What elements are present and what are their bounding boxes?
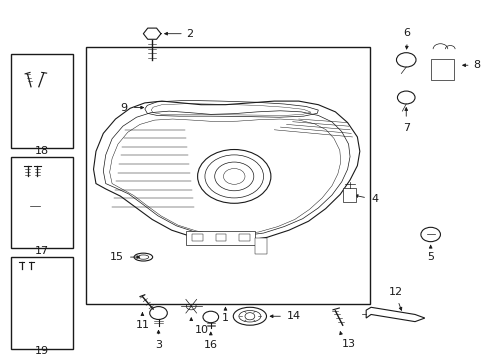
Text: 2: 2 — [186, 29, 194, 39]
Bar — [431, 59, 454, 80]
Text: 7: 7 — [403, 123, 410, 133]
Bar — [18, 269, 41, 293]
Bar — [30, 275, 37, 284]
Bar — [11, 157, 73, 248]
Bar — [41, 283, 53, 291]
Text: 12: 12 — [389, 287, 403, 297]
Bar — [31, 96, 38, 100]
Bar — [239, 234, 250, 241]
Bar — [86, 47, 369, 304]
Text: 10: 10 — [195, 325, 209, 335]
Bar — [192, 234, 203, 241]
Bar — [186, 231, 255, 244]
Bar — [216, 234, 226, 241]
Text: 19: 19 — [35, 346, 49, 356]
Bar — [11, 54, 73, 148]
Text: 6: 6 — [404, 28, 411, 38]
Text: 4: 4 — [371, 194, 378, 204]
Text: 9: 9 — [121, 103, 128, 113]
Text: 18: 18 — [35, 145, 49, 156]
Bar — [343, 188, 356, 202]
Text: 5: 5 — [427, 252, 434, 262]
Bar — [255, 238, 267, 253]
Bar — [11, 257, 73, 348]
Text: 13: 13 — [342, 339, 356, 349]
Text: 3: 3 — [155, 340, 162, 350]
Text: 11: 11 — [135, 320, 149, 330]
Bar — [20, 275, 27, 284]
Text: 15: 15 — [110, 252, 124, 262]
Text: 8: 8 — [474, 60, 481, 70]
Text: 16: 16 — [204, 340, 218, 350]
Text: 1: 1 — [222, 314, 229, 323]
Text: 14: 14 — [287, 311, 301, 321]
Text: 17: 17 — [35, 246, 49, 256]
